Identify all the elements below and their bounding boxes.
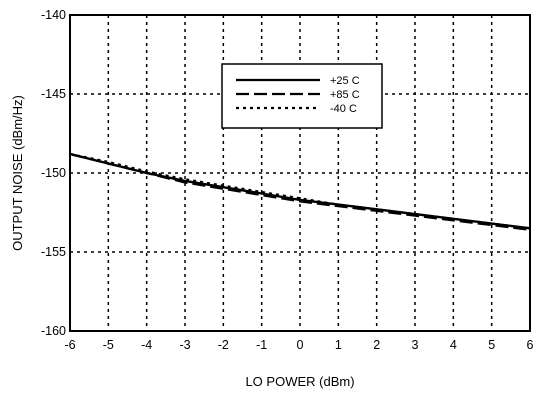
series-lines	[69, 152, 531, 231]
plot-frame	[69, 14, 531, 332]
x-tick-label: -6	[64, 338, 75, 352]
x-tick-label: 4	[450, 338, 457, 352]
x-tick-label: -3	[179, 338, 190, 352]
legend-label: +25 C	[330, 75, 360, 87]
grid	[70, 15, 530, 331]
y-axis-label: OUTPUT NOISE (dBm/Hz)	[10, 95, 25, 251]
x-tick-label: 0	[297, 338, 304, 352]
y-tick-label: -155	[41, 245, 66, 259]
x-axis-label: LO POWER (dBm)	[245, 374, 354, 389]
x-tick-label: 2	[373, 338, 380, 352]
x-tick-label: -5	[103, 338, 114, 352]
legend-label: -40 C	[330, 103, 357, 115]
y-tick-label: -140	[41, 8, 66, 22]
x-tick-label: 1	[335, 338, 342, 352]
legend: +25 C +85 C -40 C	[221, 63, 383, 129]
legend-box	[221, 63, 383, 129]
x-tick-label: -1	[256, 338, 267, 352]
x-tick-label: 5	[488, 338, 495, 352]
series-line	[69, 152, 531, 231]
x-tick-label: 3	[412, 338, 419, 352]
y-tick-label: -145	[41, 87, 66, 101]
x-tick-label: -2	[218, 338, 229, 352]
series-line	[69, 152, 531, 230]
x-tick-labels: -6 -5 -4 -3 -2 -1 0 1 2 3 4 5 6	[64, 338, 533, 352]
y-tick-label: -160	[41, 324, 66, 338]
x-tick-label: -4	[141, 338, 152, 352]
y-tick-label: -150	[41, 166, 66, 180]
y-tick-labels: -140 -145 -150 -155 -160	[41, 8, 66, 338]
x-tick-label: 6	[527, 338, 534, 352]
legend-label: +85 C	[330, 89, 360, 101]
